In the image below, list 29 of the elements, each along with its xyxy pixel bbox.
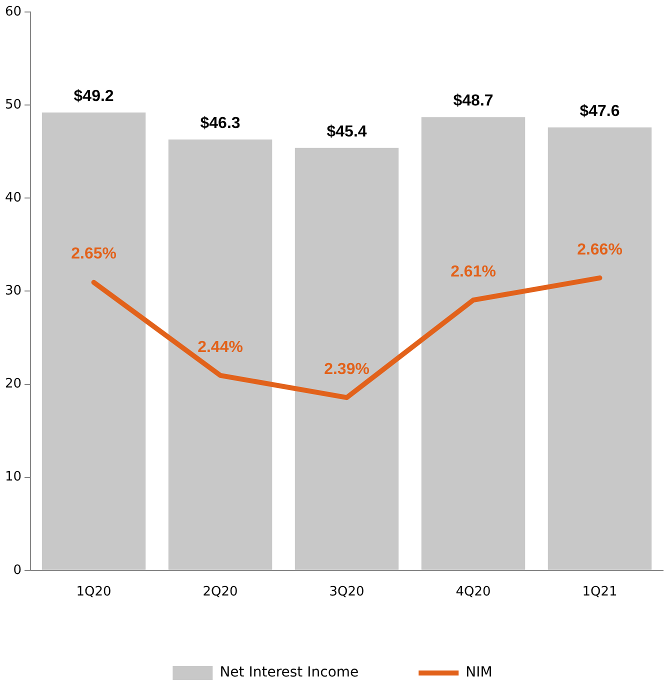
data-label: $47.6: [580, 102, 620, 120]
data-label: $48.7: [453, 92, 494, 110]
y-tick-label: 20: [4, 376, 22, 392]
x-tick-label: 1Q21: [582, 584, 618, 600]
y-tick-label: 40: [4, 190, 22, 206]
y-tick-label: 0: [13, 562, 22, 578]
bar: [548, 127, 652, 570]
bar: [168, 140, 272, 570]
data-label: $45.4: [326, 123, 367, 140]
x-tick-label: 4Q20: [456, 584, 491, 600]
y-tick-label: 60: [4, 4, 22, 20]
x-tick-label: 1Q20: [76, 584, 112, 600]
data-label: $46.3: [200, 114, 240, 132]
x-tick-label: 3Q20: [329, 584, 364, 600]
y-tick-label: 50: [4, 97, 22, 112]
y-tick-label: 30: [4, 284, 22, 299]
data-label: 2.65%: [71, 246, 116, 263]
data-label: 2.44%: [198, 338, 243, 356]
data-label: 2.39%: [324, 360, 370, 378]
data-label: 2.61%: [450, 263, 496, 280]
legend-label: NIM: [466, 664, 492, 681]
bar: [421, 117, 526, 570]
data-label: 2.66%: [577, 241, 622, 258]
legend-label: Net Interest Income: [220, 664, 359, 681]
x-tick-label: 2Q20: [202, 584, 238, 600]
bar: [294, 148, 399, 570]
bar: [42, 112, 146, 570]
y-tick-label: 10: [4, 470, 22, 485]
data-label: $49.2: [74, 88, 114, 105]
